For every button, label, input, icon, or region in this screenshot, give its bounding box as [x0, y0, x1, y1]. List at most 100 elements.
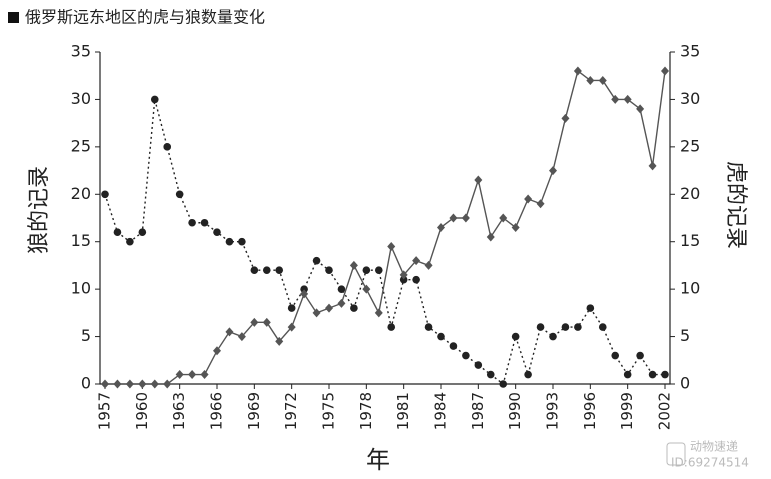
y2-tick-label: 20 [680, 184, 700, 203]
data-point [524, 370, 532, 379]
x-tick-label: 1993 [544, 392, 562, 430]
data-point [213, 228, 221, 237]
data-point [474, 175, 483, 185]
data-point [549, 332, 557, 341]
x-tick-label: 1987 [469, 392, 487, 430]
x-tick-label: 1957 [96, 392, 114, 430]
data-point [511, 222, 520, 232]
data-point [536, 199, 545, 209]
y2-tick-label: 35 [680, 42, 700, 61]
x-tick-label: 2002 [656, 392, 674, 430]
data-point [424, 323, 433, 331]
x-tick-label: 1990 [506, 392, 524, 430]
data-point [474, 361, 483, 369]
data-point [561, 323, 570, 331]
data-point [237, 332, 246, 342]
data-point [138, 379, 147, 389]
data-point [163, 379, 172, 389]
y-tick-label: 0 [81, 374, 91, 393]
title-marker [8, 12, 19, 23]
data-point [175, 190, 184, 199]
x-tick-label: 1975 [320, 392, 338, 430]
data-point [287, 304, 296, 312]
data-point [499, 213, 508, 223]
data-point [511, 332, 520, 341]
data-point [200, 370, 209, 380]
data-point [549, 166, 557, 176]
data-point [424, 260, 433, 270]
data-point [574, 323, 582, 331]
data-point [374, 266, 383, 274]
data-point [449, 342, 458, 350]
watermark-id: ID:69274514 [671, 456, 749, 470]
data-point [125, 379, 134, 389]
data-point [213, 346, 221, 356]
data-point [113, 379, 122, 389]
data-point [561, 113, 570, 123]
data-point [275, 336, 284, 346]
y-tick-label: 30 [71, 89, 91, 108]
data-point [598, 75, 607, 85]
data-point [362, 266, 371, 274]
data-point [648, 161, 657, 171]
data-point [399, 275, 408, 284]
data-point [462, 351, 470, 360]
x-tick-label: 1966 [208, 392, 226, 430]
data-point [175, 370, 184, 380]
data-point [661, 66, 669, 76]
data-point [661, 370, 669, 379]
y-tick-label: 5 [81, 326, 91, 345]
data-point [636, 351, 644, 360]
data-point [437, 222, 445, 232]
data-point [312, 308, 321, 318]
data-point [598, 323, 607, 331]
y-tick-label: 15 [71, 231, 91, 250]
x-tick-label: 1981 [394, 392, 412, 430]
data-point [486, 232, 495, 242]
data-point [449, 213, 458, 223]
data-point [312, 256, 321, 265]
series-line [104, 99, 665, 386]
watermark-name: 动物速递 [690, 440, 738, 454]
y-tick-label: 20 [71, 184, 91, 203]
data-point [387, 241, 396, 251]
data-point [300, 289, 309, 299]
data-point [499, 380, 508, 388]
x-tick-label: 1996 [581, 392, 599, 430]
series-line [105, 69, 666, 385]
x-tick-label: 1984 [432, 392, 450, 430]
axis-frame [99, 52, 671, 385]
data-point [287, 322, 296, 332]
x-tick-label: 1972 [282, 392, 300, 430]
y2-axis-label: 虎的记录 [723, 161, 748, 249]
data-point [586, 304, 595, 312]
data-point [200, 218, 209, 227]
y2-tick-label: 0 [680, 374, 690, 393]
data-point [126, 237, 134, 246]
data-point [623, 94, 632, 104]
data-point [250, 317, 259, 327]
data-point [337, 285, 346, 293]
data-point [412, 275, 420, 284]
data-point [349, 260, 358, 270]
data-point [524, 194, 533, 204]
data-point [362, 284, 371, 294]
data-point [262, 317, 271, 327]
data-point [611, 351, 620, 360]
y-tick-label: 25 [71, 136, 91, 155]
data-point [300, 285, 308, 293]
data-point [150, 379, 159, 389]
x-tick-label: 1963 [170, 392, 188, 430]
data-point [113, 228, 122, 237]
data-point [586, 75, 595, 85]
data-point [325, 303, 333, 313]
y-axis-label: 狼的记录 [27, 166, 52, 254]
chart-title: 俄罗斯远东地区的虎与狼数量变化 [25, 8, 265, 27]
data-point [138, 228, 147, 237]
y2-tick-label: 5 [680, 326, 690, 345]
data-point [188, 218, 196, 227]
data-point [387, 323, 396, 331]
x-tick-label: 1960 [133, 392, 151, 430]
data-point [262, 266, 271, 274]
watermark-icon [666, 442, 686, 466]
